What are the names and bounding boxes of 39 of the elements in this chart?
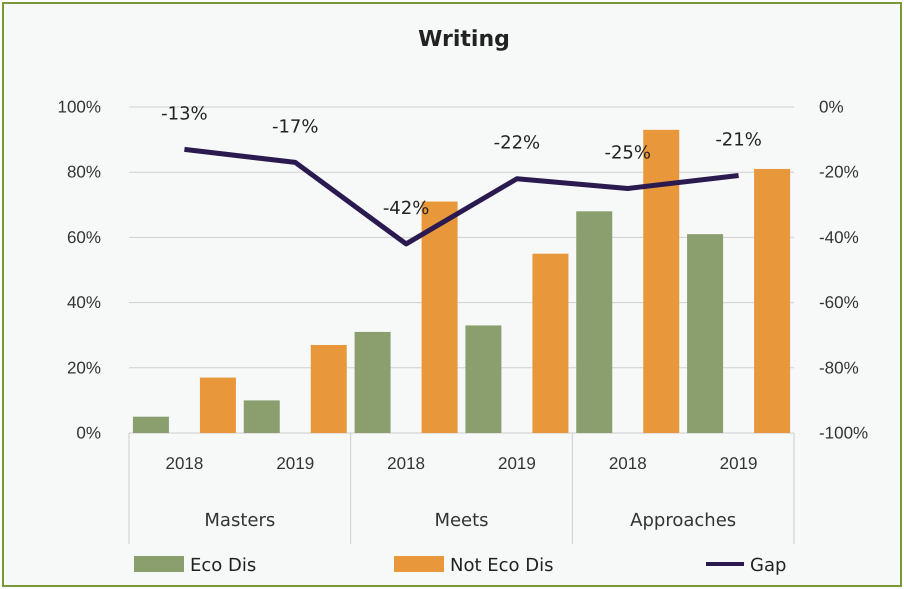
y2-tick-label: -60%: [819, 293, 859, 312]
chart-title: Writing: [418, 27, 510, 52]
y2-tick-label: -100%: [819, 423, 868, 442]
text: Approaches: [630, 510, 736, 531]
x-tick-label: 2018: [166, 454, 204, 474]
text: Masters: [204, 510, 276, 531]
legend-label: Not Eco Dis: [450, 555, 554, 576]
y-tick-label: 60%: [66, 228, 101, 247]
y2-tick-label: -40%: [819, 228, 859, 247]
bar: [576, 211, 612, 433]
x-tick-label: 2018: [387, 454, 425, 474]
y-tick-label: 20%: [66, 358, 101, 378]
data-label: -13%: [161, 103, 208, 124]
y-tick-label: 40%: [66, 293, 101, 312]
bar: [200, 378, 236, 433]
bar: [687, 234, 724, 433]
legend-label: Eco Dis: [190, 555, 256, 576]
text: Meets: [434, 510, 489, 531]
bar: [532, 254, 568, 433]
x-tick-label: 2019: [498, 454, 536, 474]
bar: [354, 332, 391, 433]
x-tick-label: 2018: [608, 454, 647, 474]
y-tick-label: 100%: [58, 97, 101, 116]
x-tick-label: 2019: [720, 454, 758, 474]
bar: [754, 168, 790, 433]
y-tick-label: 0%: [76, 423, 101, 442]
y2-tick-label: 0%: [819, 97, 844, 116]
y2-tick-label: -20%: [819, 162, 859, 182]
legend-label: Gap: [750, 555, 786, 576]
x-tick-label: 2019: [276, 454, 314, 474]
bar: [465, 325, 502, 433]
data-label: -17%: [272, 116, 319, 138]
data-label: -21%: [715, 129, 762, 150]
bar: [310, 344, 347, 433]
y2-tick-label: -80%: [819, 358, 859, 378]
data-label: -22%: [494, 132, 540, 154]
bar: [244, 400, 280, 433]
bar: [132, 416, 169, 433]
y-tick-label: 80%: [66, 162, 101, 182]
